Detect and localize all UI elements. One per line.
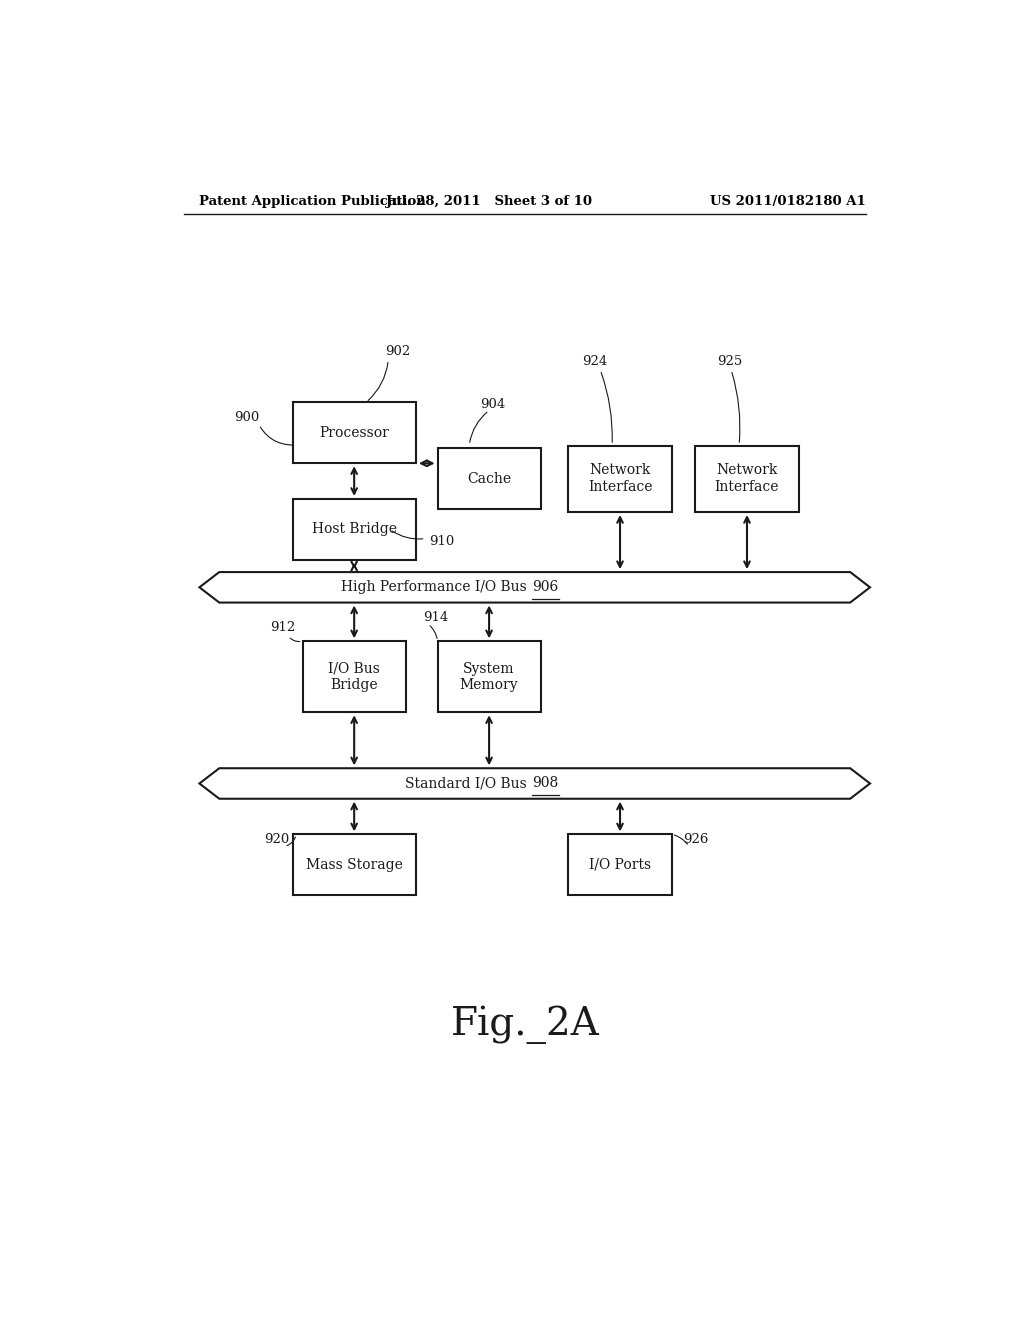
Text: I/O Ports: I/O Ports bbox=[589, 858, 651, 871]
Text: Standard I/O Bus: Standard I/O Bus bbox=[404, 776, 530, 791]
Text: 914: 914 bbox=[423, 611, 449, 624]
Text: System
Memory: System Memory bbox=[460, 661, 518, 692]
FancyBboxPatch shape bbox=[695, 446, 799, 512]
Polygon shape bbox=[200, 768, 870, 799]
Text: I/O Bus
Bridge: I/O Bus Bridge bbox=[329, 661, 380, 692]
Text: 904: 904 bbox=[480, 397, 506, 411]
FancyBboxPatch shape bbox=[293, 403, 416, 463]
Text: Cache: Cache bbox=[467, 471, 511, 486]
FancyBboxPatch shape bbox=[293, 499, 416, 560]
Text: 902: 902 bbox=[385, 345, 411, 358]
Text: Host Bridge: Host Bridge bbox=[311, 523, 396, 536]
FancyBboxPatch shape bbox=[568, 834, 672, 895]
Text: Patent Application Publication: Patent Application Publication bbox=[200, 194, 426, 207]
Polygon shape bbox=[200, 572, 870, 602]
FancyBboxPatch shape bbox=[293, 834, 416, 895]
Text: 925: 925 bbox=[717, 355, 742, 368]
Text: 912: 912 bbox=[270, 622, 295, 635]
Text: Processor: Processor bbox=[319, 426, 389, 440]
Text: Fig._2A: Fig._2A bbox=[451, 1005, 599, 1044]
Text: 926: 926 bbox=[683, 833, 709, 846]
Text: 906: 906 bbox=[532, 581, 558, 594]
Text: Network
Interface: Network Interface bbox=[715, 463, 779, 494]
Text: 900: 900 bbox=[234, 411, 260, 424]
FancyBboxPatch shape bbox=[568, 446, 672, 512]
Text: 920: 920 bbox=[264, 833, 290, 846]
Text: 910: 910 bbox=[429, 535, 454, 548]
Text: Jul. 28, 2011   Sheet 3 of 10: Jul. 28, 2011 Sheet 3 of 10 bbox=[386, 194, 592, 207]
Text: Mass Storage: Mass Storage bbox=[306, 858, 402, 871]
FancyBboxPatch shape bbox=[437, 642, 541, 713]
FancyBboxPatch shape bbox=[437, 447, 541, 510]
Text: 924: 924 bbox=[582, 355, 607, 368]
Text: High Performance I/O Bus: High Performance I/O Bus bbox=[341, 581, 530, 594]
Text: Network
Interface: Network Interface bbox=[588, 463, 652, 494]
Text: US 2011/0182180 A1: US 2011/0182180 A1 bbox=[711, 194, 866, 207]
Text: 908: 908 bbox=[532, 776, 558, 791]
FancyBboxPatch shape bbox=[303, 642, 406, 713]
